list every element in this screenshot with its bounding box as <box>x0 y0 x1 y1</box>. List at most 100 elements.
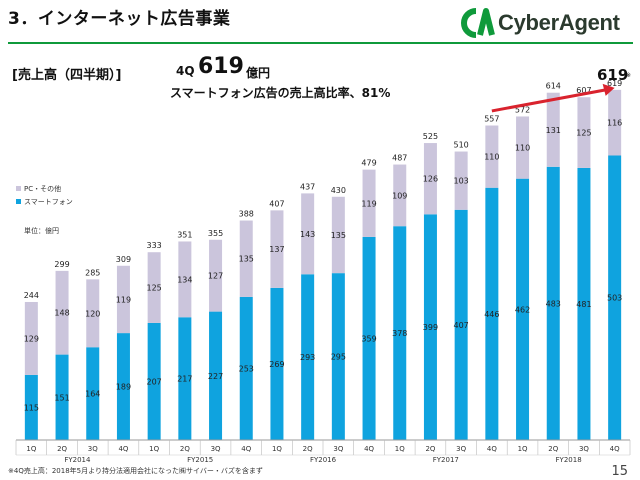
data-label-smartphone: 446 <box>484 310 499 319</box>
data-label-other: 127 <box>208 272 223 281</box>
data-label-smartphone: 462 <box>515 305 530 314</box>
bar-other <box>116 265 130 334</box>
x-tick-label: 3Q <box>456 445 466 453</box>
data-label-total: 557 <box>484 115 499 124</box>
x-tick-label: 2Q <box>57 445 67 453</box>
bar-other <box>577 97 591 168</box>
data-label-smartphone: 189 <box>116 383 131 392</box>
x-tick-label: 2Q <box>180 445 190 453</box>
bar-smartphone <box>393 226 407 440</box>
bar-smartphone <box>301 274 315 440</box>
headline-value: 619 <box>198 54 244 79</box>
bar-smartphone <box>546 166 560 440</box>
legend-item-other: PC・その他 <box>16 182 73 195</box>
data-label-total: 355 <box>208 229 223 238</box>
data-label-total: 437 <box>300 182 315 191</box>
x-tick-label: 1Q <box>518 445 528 453</box>
data-label-other: 110 <box>515 144 530 153</box>
data-label-total: 351 <box>177 230 192 239</box>
data-label-smartphone: 481 <box>576 300 591 309</box>
data-label-total: 407 <box>269 199 284 208</box>
bar-other <box>608 89 622 156</box>
data-label-smartphone: 164 <box>85 390 100 399</box>
data-label-other: 135 <box>239 255 254 264</box>
data-label-smartphone: 207 <box>147 377 162 386</box>
data-label-smartphone: 503 <box>607 294 622 303</box>
data-label-total: 607 <box>576 86 591 95</box>
x-tick-label: 1Q <box>395 445 405 453</box>
logo-mark-icon <box>461 8 495 38</box>
data-label-total: 285 <box>85 268 100 277</box>
page-number: 15 <box>611 464 628 479</box>
data-label-smartphone: 378 <box>392 329 407 338</box>
data-label-other: 134 <box>177 275 192 284</box>
bar-smartphone <box>608 155 622 440</box>
callout-footnote-mark: ※ <box>626 72 632 79</box>
headline-unit: 億円 <box>246 66 271 80</box>
data-label-smartphone: 295 <box>331 353 346 362</box>
bar-smartphone <box>362 236 376 440</box>
x-tick-label: 2Q <box>425 445 435 453</box>
data-label-other: 120 <box>85 309 100 318</box>
x-tick-label: 3Q <box>88 445 98 453</box>
bar-smartphone <box>270 287 284 440</box>
fiscal-year-label: FY2015 <box>187 456 213 464</box>
data-label-other: 135 <box>331 231 346 240</box>
data-label-smartphone: 269 <box>269 360 284 369</box>
bar-other <box>393 164 407 227</box>
data-label-other: 143 <box>300 230 315 239</box>
fiscal-year-label: FY2014 <box>64 456 91 464</box>
bar-smartphone <box>516 178 530 440</box>
page-title: 3．インターネット広告事業 <box>8 9 231 29</box>
bar-smartphone <box>454 209 468 440</box>
data-label-smartphone: 151 <box>54 393 69 402</box>
bar-other <box>239 220 253 297</box>
footnote: ※4Q売上高：2018年5月より持分法適用会社になった㈱サイバー・バズを含まず <box>8 467 263 475</box>
bar-other <box>55 270 69 355</box>
data-label-other: 103 <box>454 177 469 186</box>
data-label-other: 137 <box>269 245 284 254</box>
legend-swatch-smartphone <box>16 199 21 204</box>
x-tick-label: 4Q <box>364 445 374 453</box>
bar-other <box>86 279 100 348</box>
bar-smartphone <box>147 322 161 440</box>
data-label-total: 487 <box>392 154 407 163</box>
bar-other <box>331 196 345 274</box>
data-label-total: 333 <box>147 241 162 250</box>
data-label-other: 109 <box>392 191 407 200</box>
headline-subtitle: スマートフォン広告の売上高比率、81% <box>170 86 391 100</box>
data-label-other: 116 <box>607 119 622 128</box>
data-label-smartphone: 407 <box>454 321 469 330</box>
bar-other <box>24 301 38 375</box>
bar-smartphone <box>24 374 38 440</box>
chart-legend: PC・その他 スマートフォン <box>16 182 73 208</box>
bar-smartphone <box>178 317 192 440</box>
bar-smartphone <box>116 333 130 440</box>
bar-smartphone <box>423 214 437 440</box>
x-tick-label: 1Q <box>149 445 159 453</box>
data-label-total: 309 <box>116 255 131 264</box>
x-tick-label: 1Q <box>26 445 36 453</box>
legend-swatch-other <box>16 186 21 191</box>
data-label-smartphone: 217 <box>177 375 192 384</box>
x-tick-label: 4Q <box>241 445 251 453</box>
bar-smartphone <box>55 354 69 440</box>
x-tick-label: 3Q <box>333 445 343 453</box>
data-label-smartphone: 359 <box>361 334 376 343</box>
data-label-smartphone: 483 <box>546 299 561 308</box>
legend-label-smartphone: スマートフォン <box>24 197 73 206</box>
data-label-total: 525 <box>423 132 438 141</box>
x-tick-label: 4Q <box>118 445 128 453</box>
bar-other <box>454 151 468 210</box>
fiscal-year-label: FY2016 <box>310 456 337 464</box>
data-label-smartphone: 253 <box>239 364 254 373</box>
bar-other <box>546 92 560 167</box>
x-tick-label: 4Q <box>610 445 620 453</box>
data-label-other: 126 <box>423 175 438 184</box>
bar-smartphone <box>239 296 253 440</box>
legend-item-smartphone: スマートフォン <box>16 195 73 208</box>
trend-arrow-head <box>602 83 615 96</box>
bar-smartphone <box>331 273 345 440</box>
data-label-total: 388 <box>239 210 254 219</box>
